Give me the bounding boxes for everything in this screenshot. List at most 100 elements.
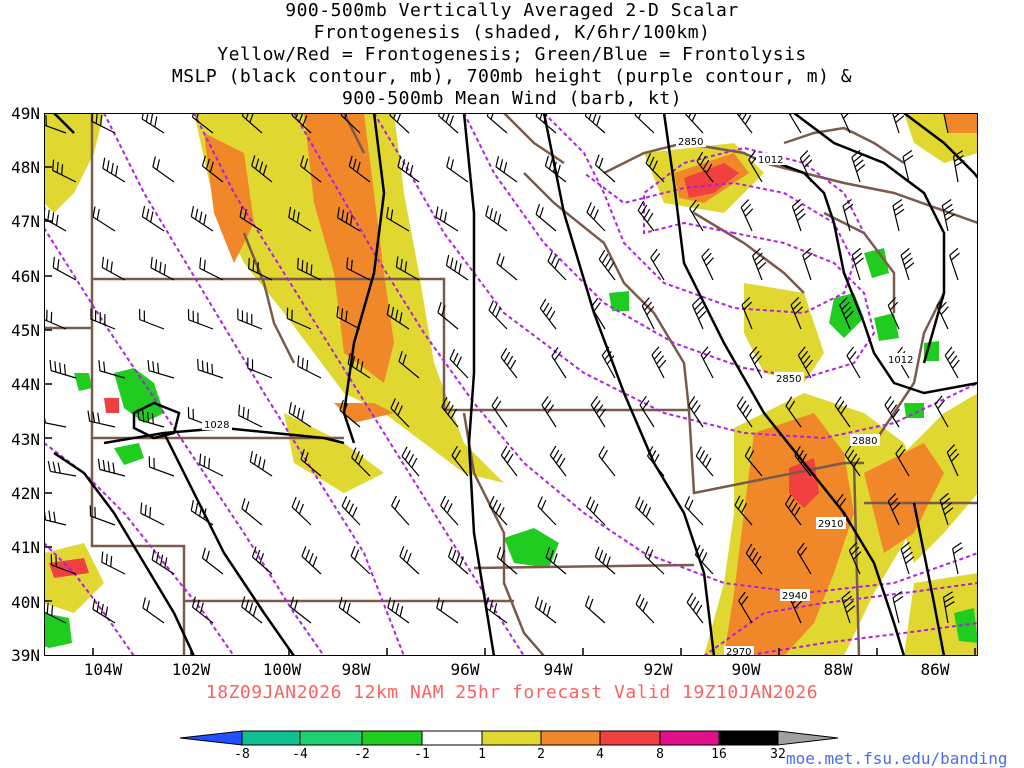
wind-barb (601, 346, 616, 379)
wind-barb (191, 596, 214, 624)
wind-barb (296, 257, 322, 281)
wind-barb (435, 206, 459, 232)
wind-barb (401, 446, 420, 477)
wind-barb (137, 409, 165, 428)
wind-barb (952, 150, 965, 183)
wind-barb (44, 309, 67, 330)
wind-barb (301, 546, 322, 575)
colorbar-bin-8 (659, 730, 720, 746)
wind-barb (791, 198, 806, 232)
wind-barb (946, 444, 960, 477)
wind-barb (141, 205, 165, 232)
wind-barb (695, 446, 714, 477)
wind-barb (441, 397, 459, 428)
wind-barb (584, 113, 606, 134)
wind-barb (686, 592, 704, 624)
wind-barb (892, 199, 905, 232)
legend-label-m1: -1 (414, 747, 430, 762)
wind-barb (488, 300, 508, 330)
wind-barb (440, 495, 459, 526)
lat-label-42n: 42N (11, 484, 40, 503)
credit-link[interactable]: moe.met.fsu.edu/banding (786, 749, 1008, 768)
wind-barb (694, 544, 714, 575)
wind-barb (289, 596, 312, 624)
wind-barb (238, 404, 263, 428)
wind-barb (101, 256, 126, 281)
wind-barb (239, 206, 263, 232)
wind-barb (892, 591, 904, 624)
wind-barb (152, 156, 175, 183)
wind-barb (594, 154, 616, 183)
axis-ticks (44, 166, 976, 656)
wind-barb (485, 205, 508, 232)
wind-barb (247, 357, 273, 379)
wind-barb (191, 113, 214, 134)
wind-barb (797, 346, 813, 379)
wind-barb (738, 591, 753, 624)
wind-barb (251, 546, 273, 575)
title-line-5: 900-500mb Mean Wind (barb, kt) (341, 88, 683, 109)
wind-barb (102, 157, 126, 183)
wind-barb (488, 495, 508, 526)
wind-barb (645, 153, 665, 183)
wind-barb (785, 396, 802, 428)
lon-label-102w: 102W (171, 660, 211, 679)
height-label-2880: 2880 (852, 436, 877, 447)
wind-barb (339, 399, 361, 428)
lon-label-88w: 88W (823, 660, 853, 679)
wind-barb (590, 297, 606, 330)
colorbar-bin-2 (299, 730, 363, 746)
mslp-label-1012a: 1012 (758, 155, 783, 166)
wind-barb (701, 248, 714, 281)
mslp-label-1012b: 1012 (888, 355, 913, 366)
wind-barb (485, 597, 508, 624)
wind-barb (92, 598, 116, 624)
wind-barb (491, 396, 508, 428)
wind-barb (500, 445, 518, 477)
wind-barb (190, 205, 214, 232)
lat-label-43n: 43N (11, 430, 40, 449)
wind-barb (151, 549, 175, 575)
wind-barb (50, 554, 77, 575)
wind-barb (639, 395, 655, 428)
wind-barb (651, 346, 667, 379)
wind-barb (740, 199, 754, 232)
lat-label-44n: 44N (11, 375, 40, 394)
wind-barb (139, 308, 165, 330)
wind-barb (741, 297, 753, 330)
wind-barb (598, 445, 616, 477)
wind-barb (900, 541, 915, 575)
wind-barb (445, 254, 469, 281)
wind-barb (495, 156, 518, 183)
wind-barb (98, 360, 126, 379)
wind-barb (752, 247, 767, 281)
colorbar-legend (180, 730, 839, 746)
wind-barb (688, 396, 704, 428)
title-line-3: Yellow/Red = Frontogenesis; Green/Blue =… (217, 44, 807, 65)
wind-barb (941, 113, 949, 134)
colorbar-bin-5 (481, 730, 542, 746)
wind-barb (142, 597, 165, 624)
wind-barb (449, 349, 469, 379)
wind-barb (348, 155, 371, 183)
wind-barb (249, 451, 273, 477)
wind-barb (934, 395, 949, 428)
wind-barb (237, 308, 263, 330)
wind-barb (696, 151, 714, 183)
wind-barb (500, 347, 518, 379)
wind-barb (44, 115, 67, 134)
wind-barb (486, 113, 508, 134)
lon-label-100w: 100W (262, 660, 302, 679)
wind-barb (150, 257, 175, 281)
wind-barb (336, 306, 361, 330)
wind-barb (851, 247, 864, 281)
wind-barb (395, 256, 420, 281)
colorbar-bin-6 (540, 730, 601, 746)
wind-barb (635, 496, 655, 526)
wind-barb (936, 297, 949, 330)
mslp-contours (53, 113, 978, 656)
wind-barb (197, 359, 224, 379)
wind-barb (397, 156, 420, 183)
lat-label-47n: 47N (11, 212, 40, 231)
wind-barb (199, 453, 224, 477)
